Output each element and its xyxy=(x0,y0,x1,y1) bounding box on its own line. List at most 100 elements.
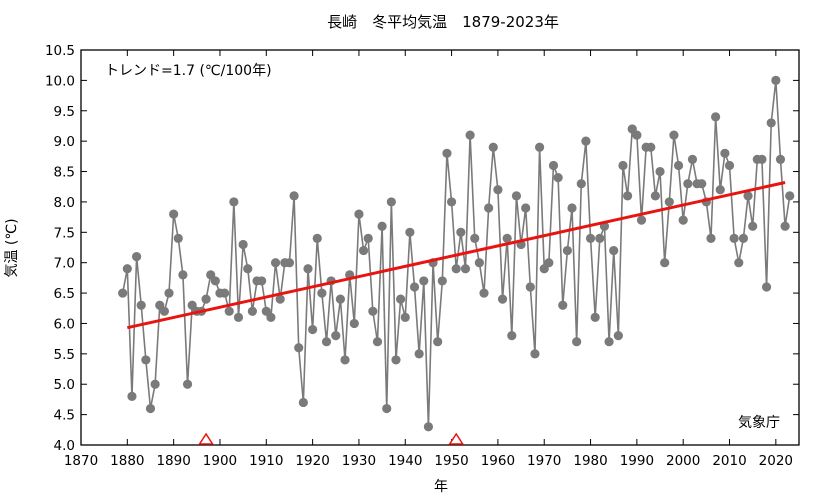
data-point xyxy=(493,185,503,195)
y-tick-label: 8.0 xyxy=(54,195,75,211)
data-point xyxy=(433,337,443,347)
data-point xyxy=(233,312,244,322)
data-point xyxy=(340,355,350,365)
y-tick-label: 5.5 xyxy=(54,347,75,363)
data-point xyxy=(224,306,234,316)
data-point xyxy=(729,233,739,243)
data-point xyxy=(660,258,670,268)
data-point xyxy=(178,270,188,280)
x-tick-label: 1930 xyxy=(342,453,376,469)
station-change-marker xyxy=(448,432,465,445)
data-point xyxy=(636,215,647,225)
data-point xyxy=(238,239,248,250)
x-tick-label: 1960 xyxy=(481,453,515,469)
data-point xyxy=(609,245,619,256)
data-point xyxy=(720,148,730,158)
data-point xyxy=(145,403,156,414)
data-point xyxy=(321,337,332,347)
data-point xyxy=(761,282,772,292)
y-tick-label: 4.5 xyxy=(54,408,75,424)
data-point xyxy=(673,160,684,171)
data-point xyxy=(377,221,387,231)
y-tick-label: 7.0 xyxy=(54,256,75,272)
data-point xyxy=(581,136,591,146)
data-point xyxy=(382,403,392,414)
data-point xyxy=(697,179,707,189)
y-tick-label: 5.0 xyxy=(54,377,75,393)
data-point xyxy=(266,312,276,322)
y-tick-label: 9.0 xyxy=(54,134,75,150)
x-tick-label: 1890 xyxy=(156,453,190,469)
data-point xyxy=(646,142,656,152)
data-point xyxy=(270,258,281,268)
x-axis: 1870 1880 1890 1900 1910 1920 1930 1940 1950 1960… xyxy=(64,50,793,469)
data-point xyxy=(308,324,318,335)
data-point xyxy=(312,233,322,243)
x-tick-label: 1870 xyxy=(64,453,98,469)
station-change-marker xyxy=(198,432,214,445)
data-point xyxy=(220,288,230,298)
data-point xyxy=(442,148,452,158)
series-layer xyxy=(118,75,795,432)
trend-annotation: トレンド=1.7 (℃/100年) xyxy=(105,63,272,79)
data-point xyxy=(525,282,535,292)
x-tick-label: 1970 xyxy=(527,453,561,469)
data-point xyxy=(785,191,795,201)
data-point xyxy=(289,191,299,201)
data-point xyxy=(354,209,364,219)
data-point xyxy=(548,160,559,171)
y-tick-label: 7.5 xyxy=(54,225,75,241)
data-point xyxy=(780,221,790,231)
data-point xyxy=(456,227,466,237)
x-tick-label: 1900 xyxy=(203,453,237,469)
data-point xyxy=(396,294,406,304)
data-point xyxy=(210,276,220,286)
y-axis-label: 気温 (℃) xyxy=(4,218,20,277)
data-point xyxy=(317,288,327,298)
data-point xyxy=(595,233,605,243)
trend-line xyxy=(126,181,786,330)
y-tick-label: 6.0 xyxy=(54,316,75,332)
data-point xyxy=(484,203,494,213)
data-point xyxy=(530,349,540,359)
data-point xyxy=(669,130,679,140)
data-point xyxy=(294,343,304,353)
data-point xyxy=(650,191,661,201)
data-point xyxy=(715,185,725,195)
y-tick-label: 9.5 xyxy=(54,104,75,120)
data-point xyxy=(465,130,475,140)
data-point xyxy=(590,312,600,322)
x-tick-label: 1980 xyxy=(573,453,607,469)
data-point xyxy=(479,288,489,298)
data-point xyxy=(372,337,383,347)
data-point xyxy=(284,258,295,268)
data-point xyxy=(683,179,693,189)
data-point xyxy=(775,154,786,164)
data-point xyxy=(298,397,308,408)
plot-area xyxy=(80,49,800,446)
data-point xyxy=(409,282,420,292)
data-point xyxy=(766,118,776,128)
data-point xyxy=(257,276,267,286)
data-point xyxy=(655,166,665,177)
data-point xyxy=(632,130,642,140)
data-point xyxy=(553,173,563,183)
data-point xyxy=(474,258,484,268)
x-tick-label: 2000 xyxy=(666,453,700,469)
data-point xyxy=(182,379,193,389)
data-point xyxy=(544,258,554,268)
trend-layer xyxy=(126,181,786,330)
data-point xyxy=(423,422,434,432)
x-tick-label: 2010 xyxy=(712,453,746,469)
y-tick-label: 8.5 xyxy=(54,165,75,181)
data-point xyxy=(567,203,577,213)
data-point xyxy=(576,179,586,189)
data-point xyxy=(131,252,142,262)
data-point xyxy=(562,245,572,256)
data-point xyxy=(229,197,239,207)
data-point xyxy=(664,197,674,207)
data-point xyxy=(534,142,545,152)
data-point xyxy=(437,276,447,286)
data-point xyxy=(335,294,346,304)
